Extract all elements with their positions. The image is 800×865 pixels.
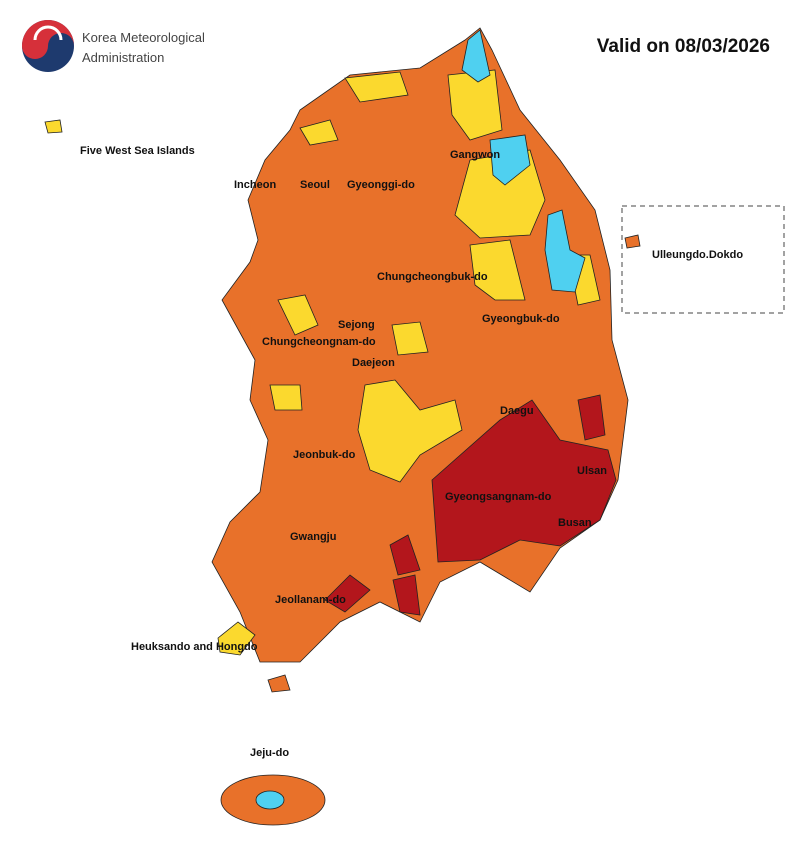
advisory-zone — [357, 379, 463, 483]
heat-zone-blue — [489, 134, 531, 186]
warning-zone — [392, 574, 421, 616]
region-label: Chungcheongbuk-do — [377, 271, 488, 283]
advisory-zone — [299, 119, 339, 146]
region-label: Gangwon — [450, 149, 500, 161]
logo — [22, 20, 74, 72]
advisory-zone — [454, 149, 546, 239]
advisory-zone — [269, 384, 303, 411]
agency-name: Korea Meteorological — [82, 30, 205, 45]
advisory-zone — [469, 239, 526, 301]
warning-map — [44, 27, 785, 826]
jeju-center — [255, 790, 285, 810]
region-label: Gyeongsangnam-do — [445, 491, 552, 503]
agency-name: Administration — [82, 50, 164, 65]
region-label: Ulsan — [577, 465, 607, 477]
island — [44, 119, 63, 134]
inset-box — [621, 205, 785, 314]
region-label: Gwangju — [290, 531, 336, 543]
heat-zone-blue — [544, 209, 586, 293]
region-labels: Five West Sea Islands Incheon Seoul Gyeongg… — [80, 145, 743, 759]
advisory-zone — [344, 71, 409, 103]
region-label: Daegu — [500, 405, 534, 417]
region-label: Jeju-do — [250, 747, 289, 759]
island — [624, 234, 641, 249]
region-label: Ulleungdo.Dokdo — [652, 249, 743, 261]
region-label: Gyeonggi-do — [347, 179, 415, 191]
heat-zone-blue — [461, 29, 491, 83]
region-label: Incheon — [234, 179, 276, 191]
advisory-zone — [391, 321, 429, 356]
region-label: Jeollanam-do — [275, 594, 346, 606]
warning-zone — [389, 534, 421, 576]
region-label: Busan — [558, 517, 592, 529]
region-label: Five West Sea Islands — [80, 145, 195, 157]
island — [217, 621, 256, 656]
valid-date: Valid on 08/03/2026 — [597, 36, 770, 57]
region-label: Daejeon — [352, 357, 395, 369]
region-label: Jeonbuk-do — [293, 449, 356, 461]
warning-zone — [577, 394, 606, 441]
region-label: Gyeongbuk-do — [482, 313, 560, 325]
region-label: Seoul — [300, 179, 330, 191]
region-label: Chungcheongnam-do — [262, 336, 376, 348]
warning-zone — [431, 399, 617, 563]
island — [267, 674, 291, 693]
advisory-zone — [277, 294, 319, 336]
region-label: Sejong — [338, 319, 375, 331]
warning-zone — [324, 574, 371, 613]
region-label: Heuksando and Hongdo — [131, 641, 258, 653]
